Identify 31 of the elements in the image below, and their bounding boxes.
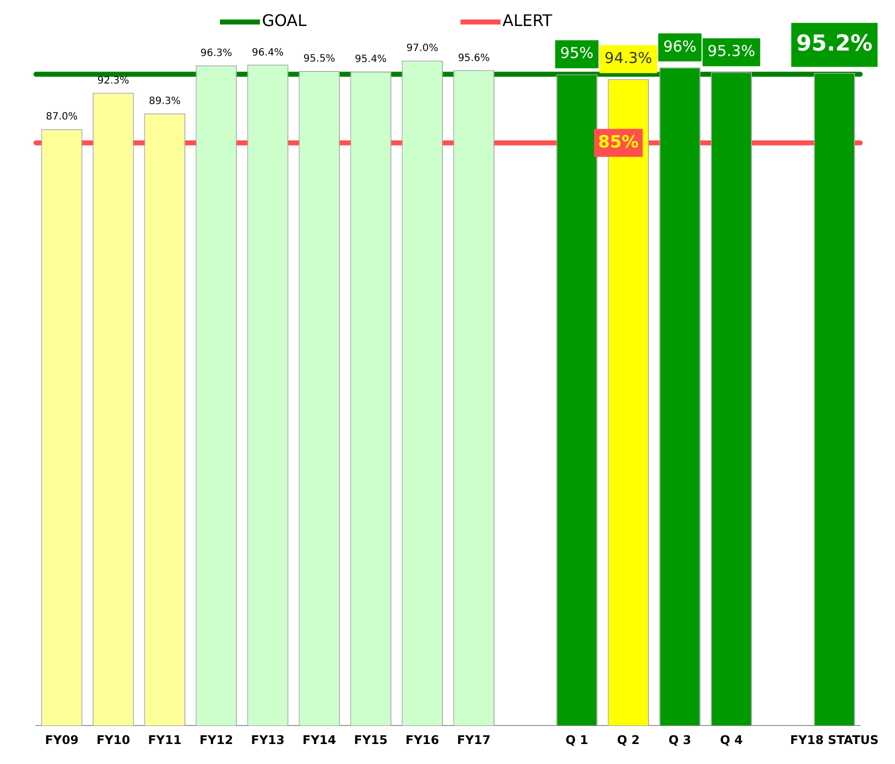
data-label: 96.4% (252, 47, 284, 58)
x-tick-label: Q 2 (616, 732, 640, 747)
x-tick-label: FY17 (457, 732, 491, 747)
x-tick-label: FY16 (406, 732, 440, 747)
x-tick-label: FY15 (354, 732, 388, 747)
x-tick-label: Q 3 (668, 732, 692, 747)
x-tick-label: FY14 (302, 732, 336, 747)
data-label: 95.5% (303, 53, 336, 64)
data-label: 96% (663, 37, 697, 56)
data-label: 95.2% (796, 32, 873, 57)
legend-label: ALERT (502, 11, 552, 30)
data-label: 94.3% (604, 48, 652, 67)
x-tick-label: Q 4 (720, 732, 743, 747)
data-label: 89.3% (148, 96, 181, 107)
annotation: 85% (598, 132, 639, 152)
x-tick-label: Q 1 (565, 732, 588, 747)
x-tick-label: FY12 (199, 732, 234, 747)
x-tick-label: FY09 (44, 732, 79, 747)
data-label: 96.3% (200, 48, 232, 59)
data-label: 92.3% (97, 75, 130, 86)
legend-label: GOAL (262, 11, 307, 30)
data-label: 95.4% (354, 54, 387, 66)
data-label: 95.3% (708, 42, 756, 60)
x-tick-label: FY13 (250, 732, 285, 747)
x-tick-label: FY11 (148, 732, 182, 747)
x-tick-label: FY18 STATUS (790, 732, 879, 747)
data-label: 97.0% (406, 43, 438, 54)
x-tick-label: FY10 (96, 732, 130, 747)
data-label: 95% (560, 44, 594, 62)
data-label: 95.6% (458, 52, 490, 64)
data-label: 87.0% (46, 112, 78, 123)
